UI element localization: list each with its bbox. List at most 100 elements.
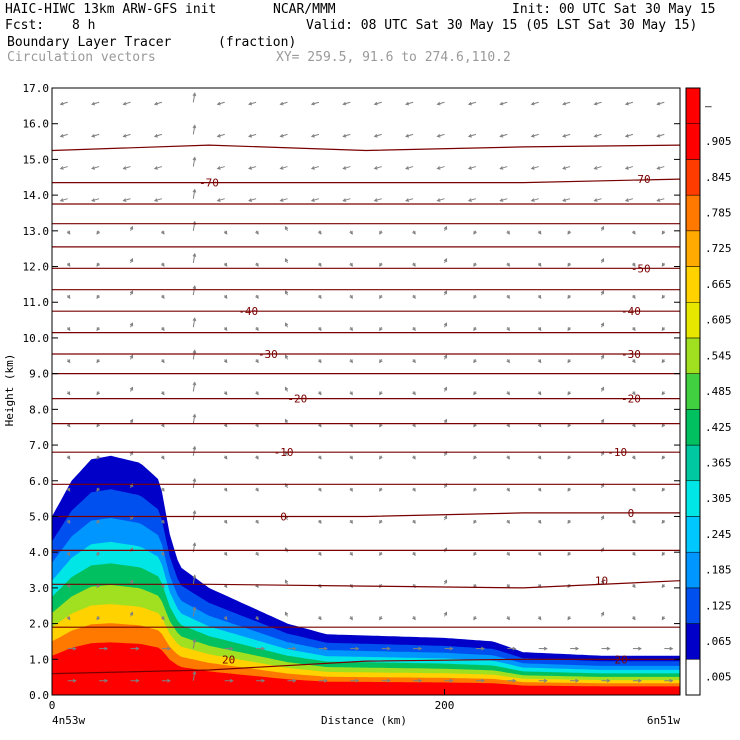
vector-arrow-head <box>543 646 548 651</box>
vector-arrow <box>154 133 163 137</box>
vector-arrow-head <box>122 101 127 106</box>
vector-arrow-head <box>600 354 605 359</box>
vector-arrow-head <box>537 359 542 364</box>
vector-arrow <box>192 575 196 585</box>
vector-arrow-head <box>512 678 517 683</box>
vector-arrow-head <box>412 520 416 524</box>
vector-arrow <box>217 101 225 105</box>
contour-label: -30 <box>621 348 641 361</box>
vector-arrow-head <box>349 359 353 364</box>
vector-arrow-head <box>223 616 228 621</box>
y-tick-label: 5.0 <box>29 510 49 523</box>
vector-arrow-head <box>153 101 158 106</box>
vector-arrow <box>91 133 100 137</box>
vector-arrow <box>657 166 665 170</box>
vector-arrow-head <box>379 359 383 364</box>
vector-arrow <box>437 101 445 105</box>
vector-arrow-head <box>537 262 542 267</box>
vector-arrow <box>657 133 665 137</box>
vector-arrow <box>343 198 351 202</box>
vector-arrow-head <box>537 616 542 621</box>
vector-arrow <box>60 198 68 202</box>
colorbar: .005 .065 .125 .185 .245 .305 .365 .425 .485 .545… <box>685 87 732 696</box>
vector-arrow-head <box>129 354 134 359</box>
x-end-right-label: 6n51w <box>647 714 680 727</box>
vector-arrow <box>123 133 131 137</box>
vector-arrow <box>468 198 477 202</box>
colorbar-label: .845 <box>705 171 732 184</box>
vector-arrow <box>248 198 257 202</box>
vector-arrow-head <box>624 133 629 138</box>
vector-arrow-head <box>412 262 416 267</box>
vector-arrow-head <box>412 455 416 460</box>
vector-arrow <box>500 166 508 170</box>
vector-arrow-head <box>192 124 197 129</box>
vector-arrow-head <box>443 225 448 230</box>
vector-arrow-head <box>373 101 378 106</box>
org-label: NCAR/MMM <box>273 2 336 17</box>
colorbar-label: .245 <box>705 528 732 541</box>
vector-arrow-head <box>379 520 383 524</box>
vector-arrow-head <box>59 101 64 106</box>
vector-arrow-head <box>537 455 542 460</box>
vector-arrow <box>311 166 320 170</box>
vector-arrow-head <box>129 225 134 230</box>
vector-arrow-head <box>96 327 100 332</box>
vector-arrow <box>657 101 665 105</box>
vector-arrow-head <box>567 230 571 235</box>
vector-arrow-head <box>135 646 140 651</box>
vector-arrow <box>625 198 634 202</box>
contour-line-19 <box>52 144 680 152</box>
contour-line-2 <box>52 580 680 589</box>
contour-label: -40 <box>621 305 641 318</box>
vector-arrow <box>60 101 68 105</box>
colorbar-swatch <box>685 373 701 410</box>
vector-arrow-head <box>436 166 441 170</box>
vector-arrow-head <box>669 646 674 651</box>
x-end-left-label: 4n53w <box>52 714 85 727</box>
vector-arrow-head <box>192 381 197 386</box>
vector-arrow-head <box>473 616 477 621</box>
vector-arrow-head <box>412 423 416 428</box>
vector-arrow-head <box>192 477 197 482</box>
vector-arrow-head <box>473 423 477 428</box>
vector-arrow-head <box>473 455 477 460</box>
vector-arrow-head <box>129 611 134 616</box>
colorbar-label: .005 <box>705 671 732 684</box>
vector-arrow <box>280 198 288 202</box>
vector-arrow-head <box>284 225 289 230</box>
vector-arrow-head <box>632 520 636 524</box>
vector-arrow <box>531 133 539 137</box>
vector-arrow-head <box>153 198 158 202</box>
y-tick-label: 6.0 <box>29 475 49 488</box>
vector-arrow-head <box>255 327 259 332</box>
vector-arrow-head <box>530 198 535 202</box>
vector-arrow-head <box>661 584 666 589</box>
xy-readout: XY= 259.5, 91.6 to 274.6,110.2 <box>276 50 511 65</box>
vector-arrow-head <box>473 230 477 235</box>
vector-arrow-head <box>192 606 197 611</box>
vector-arrow-head <box>567 359 571 364</box>
vector-arrow <box>91 198 100 202</box>
vector-arrow-head <box>481 646 485 651</box>
vector-arrow-head <box>473 295 477 299</box>
vector-arrow-head <box>537 552 542 557</box>
vector-arrow-head <box>530 166 535 170</box>
vector-arrow-head <box>96 295 100 299</box>
vector-arrow <box>500 101 508 105</box>
vector-arrow-head <box>91 166 96 170</box>
vector-arrow-head <box>255 487 259 492</box>
vector-arrow <box>154 166 163 170</box>
vector-arrow-head <box>292 646 297 651</box>
vector-arrow-head <box>412 616 416 621</box>
vector-arrow-head <box>412 230 416 235</box>
vector-arrow-head <box>632 423 636 428</box>
contour-label: -20 <box>287 393 307 406</box>
vector-arrow-head <box>506 616 510 621</box>
vector-arrow-head <box>632 584 636 589</box>
contour-label: 0 <box>280 510 287 523</box>
vector-arrow-head <box>499 166 504 170</box>
vector-arrow-head <box>593 166 598 170</box>
vector-arrow <box>123 166 131 170</box>
vector-arrow-head <box>318 423 322 428</box>
